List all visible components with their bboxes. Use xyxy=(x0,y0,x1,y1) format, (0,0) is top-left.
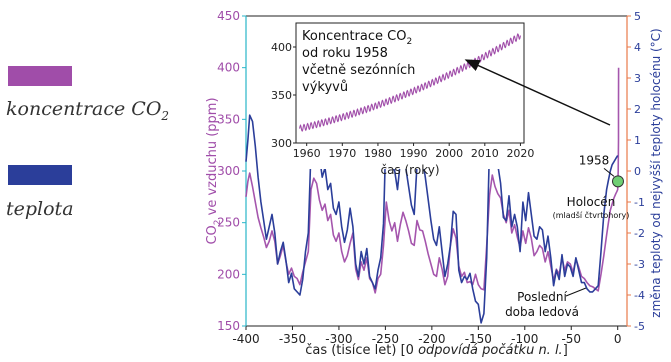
left-y-tick-label: 400 xyxy=(217,61,240,75)
left-y-tick-label: 200 xyxy=(217,267,240,281)
main-axes: -400 -350 -300 -250 -200 -150 -100 -50 015020025… xyxy=(205,9,663,358)
legend-temp-swatch xyxy=(8,165,72,185)
co2-series-line xyxy=(245,67,620,294)
annotation-holocene: Holocén xyxy=(567,195,616,209)
x-tick-label: -100 xyxy=(511,332,538,346)
marker-1958 xyxy=(611,175,624,188)
annotation-lgm-pointer xyxy=(565,287,587,297)
x-tick-label: -200 xyxy=(418,332,445,346)
right-y-tick-label: -2 xyxy=(634,227,645,240)
annotations: 1958 Holocén(mladší čtvrtohory) Poslednído… xyxy=(505,153,629,319)
x-tick-label: -250 xyxy=(372,332,399,346)
right-y-tick-label: -1 xyxy=(634,196,645,209)
x-axis-label: čas (tisíce let) [0 odpovídá počátku n. … xyxy=(305,343,568,358)
right-y-tick-label: 2 xyxy=(634,103,641,116)
inset-y-tick-label: 350 xyxy=(271,89,292,102)
temperature-series-line xyxy=(245,114,619,324)
x-tick-label: -300 xyxy=(325,332,352,346)
inset-y-tick-label: 400 xyxy=(271,41,292,54)
x-tick-label: -400 xyxy=(232,332,259,346)
right-y-tick-label: -5 xyxy=(634,320,645,333)
left-y-tick-label: 300 xyxy=(217,164,240,178)
right-y-axis-label: změna teploty od nejvyšší teploty holocé… xyxy=(649,28,663,317)
right-y-tick-label: 4 xyxy=(634,41,641,54)
inset-x-tick-label: 2000 xyxy=(435,147,463,160)
left-y-tick-label: 250 xyxy=(217,216,240,230)
right-y-tick-label: 1 xyxy=(634,134,641,147)
legend-co2-swatch xyxy=(8,66,72,86)
inset-title-line2: od roku 1958 xyxy=(302,46,388,61)
inset-x-tick-label: 1970 xyxy=(328,147,356,160)
annotation-lgm-line2: doba ledová xyxy=(505,305,579,319)
inset-co2-line xyxy=(299,33,521,132)
legend-co2-label: koncentrace CO2 xyxy=(6,98,170,123)
inset-y-tick-label: 300 xyxy=(271,137,292,150)
annotation-1958: 1958 xyxy=(579,153,610,167)
inset-chart: 1960 1970 1980 1990 2000 2010 2020 300 350 400 čas… xyxy=(268,19,611,177)
left-y-tick-label: 450 xyxy=(217,9,240,23)
inset-x-tick-label: 2010 xyxy=(471,147,499,160)
left-y-tick-label: 150 xyxy=(217,319,240,333)
right-y-tick-label: -3 xyxy=(634,258,645,271)
inset-title-line3: včetně sezónních xyxy=(302,63,415,78)
right-y-tick-label: 3 xyxy=(634,72,641,85)
inset-x-tick-label: 1980 xyxy=(364,147,392,160)
x-tick-label: 0 xyxy=(614,332,622,346)
inset-x-tick-label: 2020 xyxy=(506,147,534,160)
right-y-tick-label: -4 xyxy=(634,289,645,302)
x-tick-label: -50 xyxy=(561,332,581,346)
inset-title-line1: Koncentrace CO2 xyxy=(302,29,412,47)
legend: koncentrace CO2 teplota xyxy=(0,0,210,362)
annotation-lgm-line1: Poslední xyxy=(517,290,567,304)
right-y-tick-label: 5 xyxy=(634,10,641,23)
main-series xyxy=(245,67,620,324)
left-y-tick-label: 350 xyxy=(217,112,240,126)
inset-title-line4: výkyvů xyxy=(302,80,348,95)
x-tick-label: -150 xyxy=(465,332,492,346)
inset-x-tick-label: 1960 xyxy=(293,147,321,160)
x-tick-label: -350 xyxy=(279,332,306,346)
left-y-axis-label: CO2 ve vzduchu (ppm) xyxy=(205,97,223,244)
inset-x-axis-label: čas (roky) xyxy=(380,163,439,177)
inset-x-tick-label: 1990 xyxy=(400,147,428,160)
annotation-holocene-sub: (mladší čtvrtohory) xyxy=(553,210,630,220)
legend-temp-label: teplota xyxy=(6,198,74,220)
arrow-to-inset xyxy=(464,59,611,126)
annotation-1958-pointer xyxy=(603,167,615,177)
right-y-tick-label: 0 xyxy=(634,165,641,178)
